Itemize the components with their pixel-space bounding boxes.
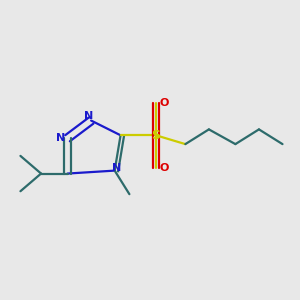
Text: S: S bbox=[152, 129, 160, 142]
Text: N: N bbox=[56, 133, 65, 143]
Text: O: O bbox=[159, 98, 169, 108]
Text: O: O bbox=[159, 163, 169, 173]
Text: N: N bbox=[83, 111, 93, 121]
Text: N: N bbox=[112, 163, 121, 173]
